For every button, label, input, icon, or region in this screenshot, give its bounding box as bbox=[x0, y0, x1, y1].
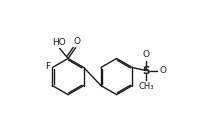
Text: CH₃: CH₃ bbox=[138, 82, 154, 91]
Text: S: S bbox=[142, 66, 150, 76]
Text: O: O bbox=[143, 50, 150, 59]
Text: HO: HO bbox=[52, 38, 66, 47]
Text: F: F bbox=[45, 62, 50, 71]
Text: O: O bbox=[159, 66, 166, 75]
Text: O: O bbox=[74, 37, 81, 46]
